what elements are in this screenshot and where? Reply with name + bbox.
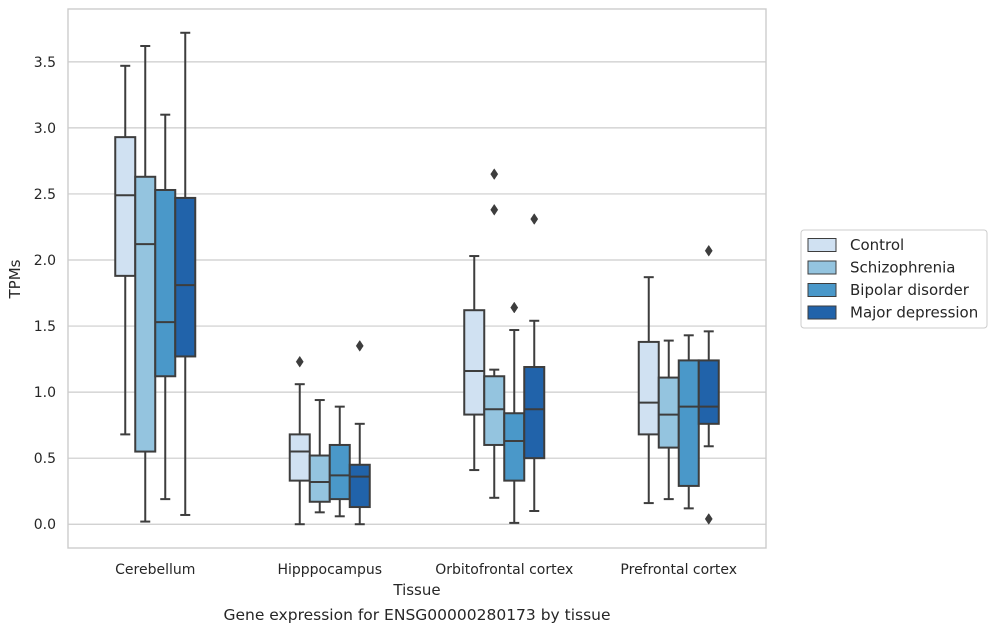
x-tick-label: Orbitofrontal cortex (435, 562, 573, 578)
outlier-point (490, 168, 499, 180)
legend-frame (800, 229, 988, 329)
box-series (114, 31, 720, 526)
box-bipolar-disorder (328, 405, 351, 518)
x-tick-label: Cerebellum (115, 562, 195, 578)
box-schizophrenia (657, 339, 680, 501)
box-control (463, 255, 486, 472)
box-body (308, 454, 331, 503)
box-body (523, 366, 546, 460)
outlier-point (704, 513, 713, 525)
plot-frame (67, 8, 767, 549)
y-tick-label: 1.0 (34, 385, 56, 401)
x-tick-label: Prefrontal cortex (620, 562, 737, 578)
box-bipolar-disorder (677, 334, 700, 510)
box-control (288, 355, 311, 526)
legend-label: Schizophrenia (850, 259, 955, 277)
outlier-point (704, 244, 713, 257)
box-body (697, 359, 720, 425)
box-body (503, 412, 526, 482)
y-tick-label: 0.0 (34, 517, 56, 533)
box-schizophrenia (483, 168, 506, 499)
box-body (328, 443, 351, 501)
box-major-depression (523, 213, 546, 513)
legend-swatch (807, 260, 837, 275)
y-axis-label: TPMs (6, 259, 24, 299)
x-axis-ticks: Cerebellum Hipppocampus Orbitofrontal cort… (115, 562, 737, 578)
y-axis-ticks: 0.0 0.5 1.0 1.5 2.0 2.5 3.0 3.5 (34, 55, 56, 533)
box-control (114, 64, 137, 436)
outlier-point (295, 355, 304, 368)
box-body (134, 175, 157, 453)
box-body (174, 196, 197, 358)
figure-caption: Gene expression for ENSG00000280173 by t… (223, 606, 611, 624)
legend: Control Schizophrenia Bipolar disorder Majo… (800, 229, 988, 329)
outlier-point (510, 301, 519, 314)
box-body (114, 136, 137, 277)
box-bipolar-disorder (503, 301, 526, 524)
legend-label: Bipolar disorder (850, 281, 970, 299)
box-schizophrenia (308, 399, 331, 514)
box-body (154, 188, 177, 378)
box-schizophrenia (134, 44, 157, 523)
y-tick-label: 3.5 (34, 55, 56, 71)
box-body (637, 340, 660, 436)
y-tick-label: 2.5 (34, 187, 56, 203)
box-body (657, 376, 680, 449)
box-body (463, 309, 486, 416)
outlier-point (355, 340, 364, 352)
legend-swatch (807, 238, 837, 252)
legend-swatch (807, 305, 837, 320)
box-major-depression (174, 31, 197, 516)
legend-label: Major depression (850, 304, 978, 322)
box-body (288, 433, 311, 482)
y-tick-label: 2.0 (34, 253, 56, 269)
box-major-depression (348, 340, 371, 526)
outlier-point (490, 203, 499, 216)
box-control (637, 276, 660, 505)
x-tick-label: Hipppocampus (277, 562, 382, 578)
legend-label: Control (850, 236, 904, 254)
y-tick-label: 1.5 (34, 319, 56, 335)
box-body (677, 359, 700, 487)
box-body (348, 463, 371, 509)
box-bipolar-disorder (154, 113, 177, 501)
box-major-depression (697, 244, 720, 525)
x-axis-label: Tissue (392, 581, 440, 599)
outlier-point (530, 213, 539, 225)
y-tick-label: 3.0 (34, 121, 56, 137)
legend-swatch (807, 283, 837, 297)
box-body (483, 375, 506, 446)
y-tick-label: 0.5 (34, 451, 56, 467)
